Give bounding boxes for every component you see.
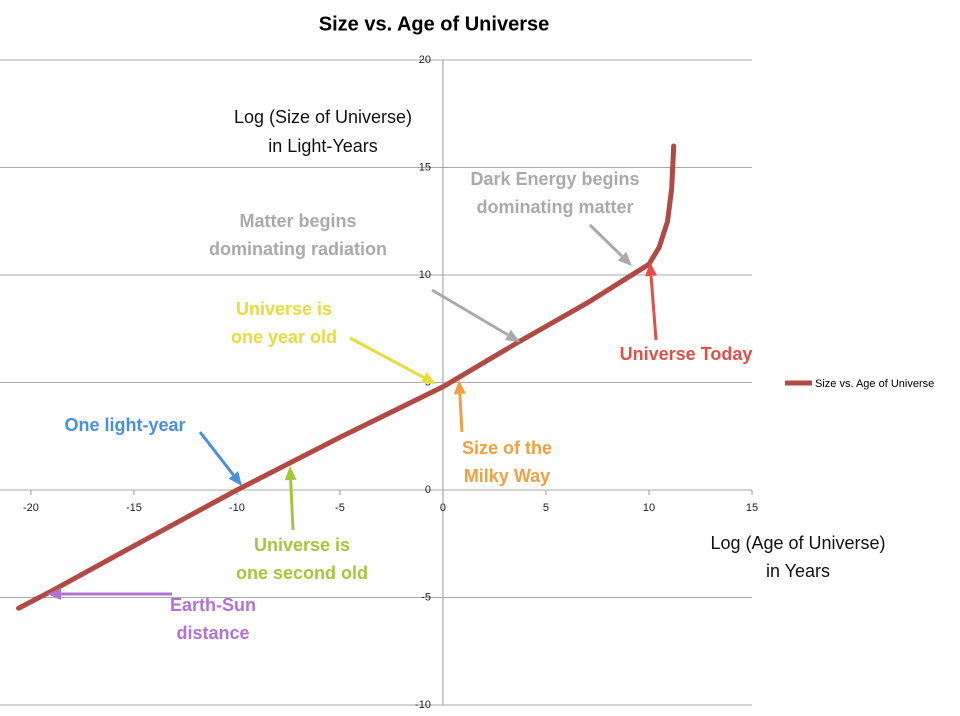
- x-axis-title: Log (Age of Universe): [710, 533, 885, 553]
- y-tick-label: -10: [415, 699, 431, 711]
- y-tick-label: -5: [421, 591, 431, 603]
- y-tick-label: 15: [419, 161, 431, 173]
- x-tick-label: -20: [23, 502, 39, 514]
- x-axis-title: in Years: [766, 561, 830, 581]
- arrow-head: [617, 251, 632, 266]
- chart-title: Size vs. Age of Universe: [319, 13, 549, 35]
- legend-label: Size vs. Age of Universe: [815, 378, 934, 390]
- y-tick-label: 10: [419, 269, 431, 281]
- annotation: Earth-Sun: [170, 595, 256, 615]
- arrow-head: [453, 380, 466, 395]
- arrow: [588, 223, 624, 258]
- annotation: distance: [176, 623, 249, 643]
- arrow: [458, 393, 464, 433]
- annotation: dominating radiation: [209, 239, 387, 259]
- annotation: Dark Energy begins: [470, 169, 639, 189]
- x-tick-label: -10: [229, 502, 245, 514]
- x-tick-label: 0: [440, 502, 446, 514]
- y-axis-title: Log (Size of Universe): [234, 107, 412, 127]
- annotation: Milky Way: [464, 466, 550, 486]
- annotation: One light-year: [64, 415, 185, 435]
- x-tick-label: 5: [543, 502, 549, 514]
- arrow: [649, 275, 658, 341]
- y-tick-label: 20: [419, 54, 431, 66]
- arrow-head: [645, 262, 658, 277]
- y-axis-title: in Light-Years: [268, 136, 377, 156]
- x-tick-label: 10: [643, 502, 655, 514]
- arrow: [431, 288, 509, 337]
- arrow-head: [47, 588, 61, 600]
- y-tick-label: 0: [425, 484, 431, 496]
- annotation: Universe is: [236, 299, 332, 319]
- arrow: [289, 479, 295, 531]
- x-tick-label: 15: [746, 502, 758, 514]
- x-tick-label: -15: [126, 502, 142, 514]
- annotation: Universe is: [254, 535, 350, 555]
- annotation: Universe Today: [620, 344, 753, 364]
- arrow: [198, 431, 235, 476]
- arrow-head: [284, 466, 297, 481]
- arrow-head: [504, 329, 520, 342]
- arrow-head: [420, 372, 436, 384]
- annotation: one year old: [231, 327, 337, 347]
- arrow: [349, 336, 425, 379]
- annotation: Matter begins: [239, 211, 356, 231]
- annotation: one second old: [236, 563, 368, 583]
- arrow-head: [228, 471, 242, 486]
- annotation: dominating matter: [476, 197, 633, 217]
- x-tick-label: -5: [335, 502, 345, 514]
- annotation: Size of the: [462, 438, 552, 458]
